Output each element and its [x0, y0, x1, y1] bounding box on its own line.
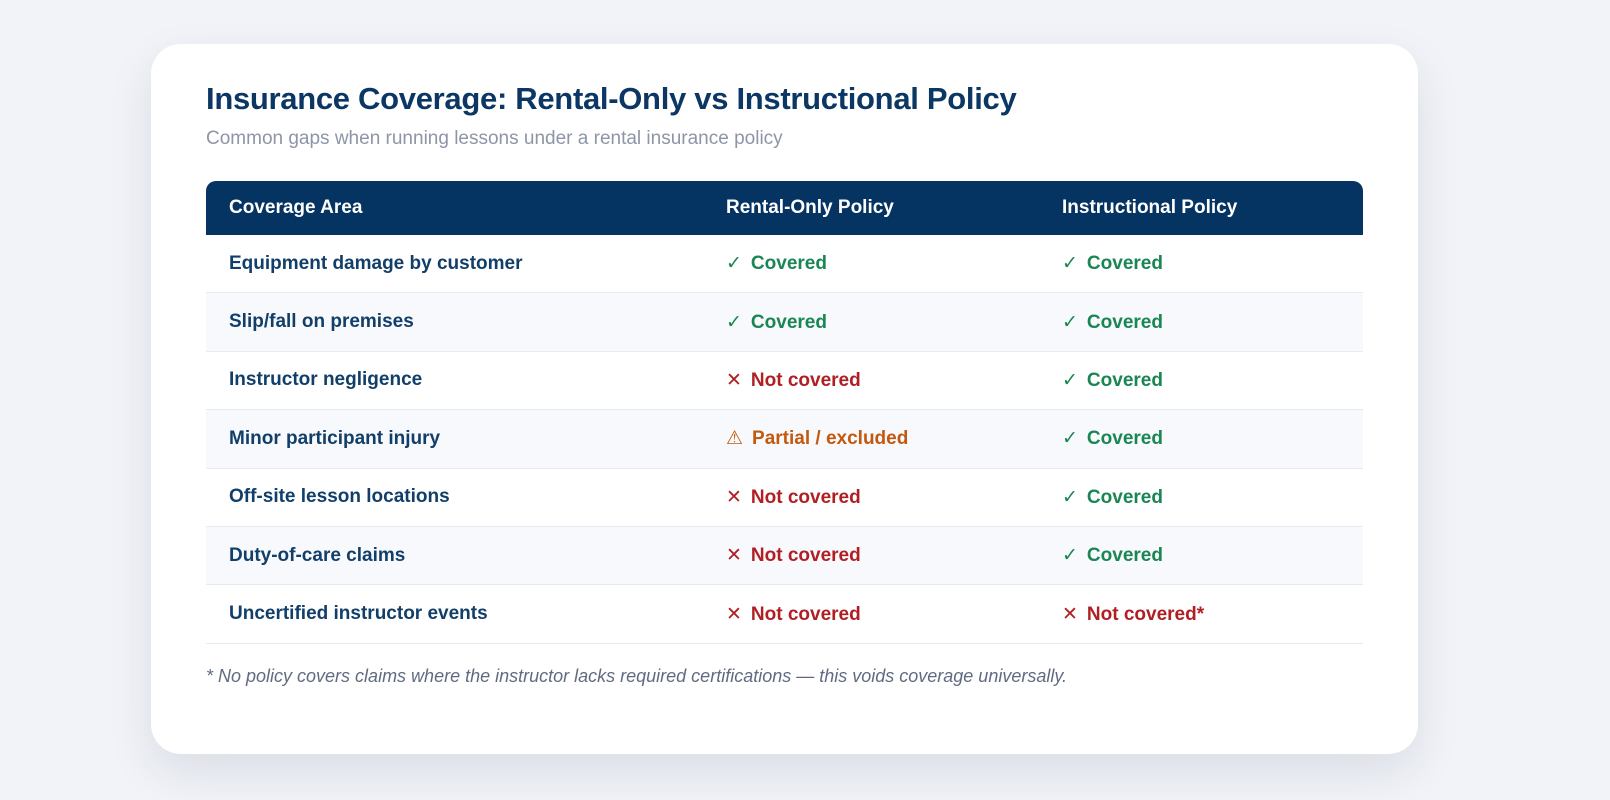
status-label: Not covered [750, 486, 861, 508]
status-covered: ✓ Covered [726, 252, 827, 275]
coverage-area-label: Slip/fall on premises [229, 311, 414, 333]
coverage-area-label: Instructor negligence [229, 369, 423, 391]
status-label: Not covered [750, 369, 861, 391]
status-label: Covered [1086, 311, 1163, 333]
check-icon: ✓ [1062, 428, 1078, 450]
column-header-instructional-policy: Instructional Policy [1062, 197, 1238, 218]
column-header-rental-policy: Rental-Only Policy [726, 197, 894, 218]
check-icon: ✓ [726, 311, 742, 333]
status-not-covered: ✕ Not covered [726, 603, 861, 626]
check-icon: ✓ [1062, 545, 1078, 567]
status-covered: ✓ Covered [1062, 369, 1163, 392]
table-row: Equipment damage by customer ✓ Covered ✓ Cov… [206, 235, 1363, 294]
status-label: Covered [1086, 428, 1163, 450]
warning-icon: ⚠ [726, 428, 744, 450]
check-icon: ✓ [1062, 253, 1078, 275]
page-title: Insurance Coverage: Rental-Only vs Instr… [206, 81, 1017, 116]
check-icon: ✓ [1062, 311, 1078, 333]
cross-icon: ✕ [726, 369, 742, 391]
status-label: Not covered [750, 545, 861, 567]
check-icon: ✓ [726, 253, 742, 275]
status-covered: ✓ Covered [1062, 311, 1163, 334]
check-icon: ✓ [1062, 369, 1078, 391]
cross-icon: ✕ [726, 486, 742, 508]
status-not-covered: ✕ Not covered [726, 369, 861, 392]
content-card: Insurance Coverage: Rental-Only vs Instr… [151, 44, 1418, 754]
status-not-covered: ✕ Not covered* [1062, 603, 1204, 626]
table-body: Equipment damage by customer ✓ Covered ✓ Cov… [206, 235, 1363, 644]
cross-icon: ✕ [1062, 603, 1078, 625]
coverage-area-label: Equipment damage by customer [229, 252, 523, 274]
cross-icon: ✕ [726, 603, 742, 625]
status-covered: ✓ Covered [726, 311, 827, 334]
coverage-area-label: Minor participant injury [229, 427, 441, 449]
table-header: Coverage Area Rental-Only Policy Instruc… [206, 181, 1363, 235]
table-row: Uncertified instructor events ✕ Not covere… [206, 585, 1363, 644]
table-row: Off-site lesson locations ✕ Not covered ✓ Co… [206, 468, 1363, 527]
check-icon: ✓ [1062, 486, 1078, 508]
status-partial: ⚠ Partial / excluded [726, 427, 908, 450]
status-label: Covered [1086, 545, 1163, 567]
status-label: Covered [750, 253, 827, 275]
status-covered: ✓ Covered [1062, 427, 1163, 450]
status-covered: ✓ Covered [1062, 252, 1163, 275]
coverage-area-label: Duty-of-care claims [229, 544, 406, 566]
comparison-table: Coverage Area Rental-Only Policy Instruc… [206, 181, 1363, 644]
status-label: Covered [1086, 369, 1163, 391]
table-row: Slip/fall on premises ✓ Covered ✓ Covered [206, 293, 1363, 352]
column-header-coverage-area: Coverage Area [229, 197, 363, 218]
status-label: Not covered* [1086, 603, 1205, 625]
footnote: * No policy covers claims where the inst… [206, 665, 1068, 686]
page-subtitle: Common gaps when running lessons under a… [206, 128, 783, 149]
status-covered: ✓ Covered [1062, 544, 1163, 567]
status-not-covered: ✕ Not covered [726, 486, 861, 509]
status-label: Covered [750, 311, 827, 333]
cross-icon: ✕ [726, 545, 742, 567]
table-row: Duty-of-care claims ✕ Not covered ✓ Covered [206, 526, 1363, 586]
coverage-area-label: Uncertified instructor events [229, 603, 488, 625]
table-row: Instructor negligence ✕ Not covered ✓ Covere… [206, 351, 1363, 411]
status-label: Covered [1086, 486, 1163, 508]
status-covered: ✓ Covered [1062, 486, 1163, 509]
coverage-area-label: Off-site lesson locations [229, 486, 450, 508]
table-row: Minor participant injury ⚠ Partial / exclu… [206, 410, 1363, 469]
status-label: Partial / excluded [752, 428, 909, 450]
status-label: Covered [1086, 253, 1163, 275]
status-label: Not covered [750, 603, 861, 625]
status-not-covered: ✕ Not covered [726, 544, 861, 567]
